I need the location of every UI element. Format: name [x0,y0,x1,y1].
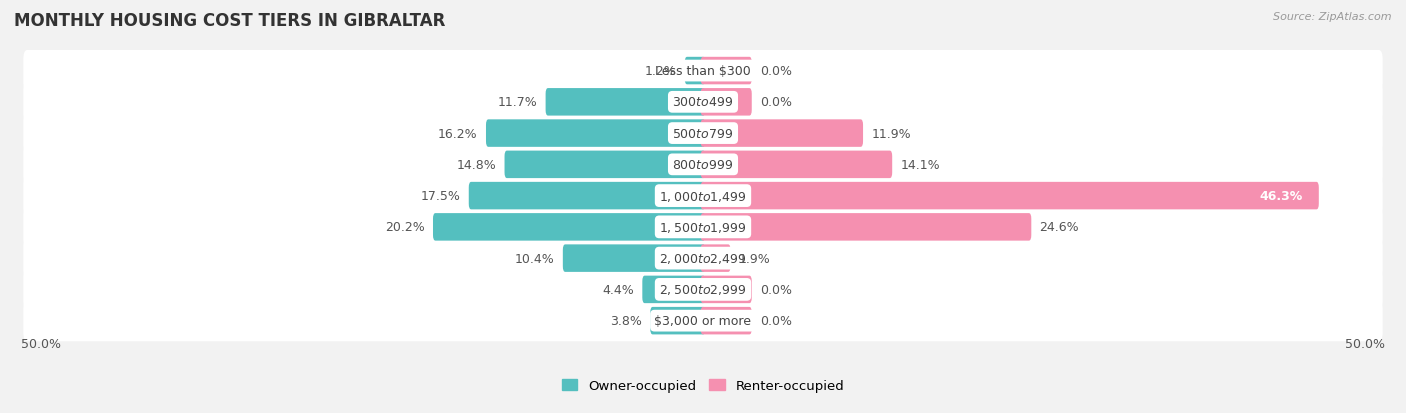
FancyBboxPatch shape [700,89,752,116]
FancyBboxPatch shape [24,269,1382,310]
Text: 46.3%: 46.3% [1260,190,1303,203]
FancyBboxPatch shape [24,207,1382,248]
Text: 50.0%: 50.0% [1346,337,1385,351]
Text: 3.8%: 3.8% [610,314,643,328]
Text: 0.0%: 0.0% [761,96,792,109]
Legend: Owner-occupied, Renter-occupied: Owner-occupied, Renter-occupied [557,374,849,397]
FancyBboxPatch shape [468,183,706,210]
Text: Less than $300: Less than $300 [655,65,751,78]
FancyBboxPatch shape [700,245,731,272]
FancyBboxPatch shape [650,307,706,335]
Text: $3,000 or more: $3,000 or more [655,314,751,328]
FancyBboxPatch shape [24,51,1382,92]
FancyBboxPatch shape [24,145,1382,185]
Text: 11.7%: 11.7% [498,96,537,109]
Text: 14.1%: 14.1% [900,159,941,171]
FancyBboxPatch shape [700,276,752,304]
FancyBboxPatch shape [505,151,706,179]
Text: 11.9%: 11.9% [872,127,911,140]
Text: 16.2%: 16.2% [439,127,478,140]
FancyBboxPatch shape [24,300,1382,342]
Text: 17.5%: 17.5% [420,190,461,203]
FancyBboxPatch shape [700,120,863,147]
FancyBboxPatch shape [700,307,752,335]
Text: Source: ZipAtlas.com: Source: ZipAtlas.com [1274,12,1392,22]
FancyBboxPatch shape [562,245,706,272]
FancyBboxPatch shape [433,214,706,241]
FancyBboxPatch shape [24,238,1382,279]
Text: $500 to $799: $500 to $799 [672,127,734,140]
FancyBboxPatch shape [546,89,706,116]
Text: 14.8%: 14.8% [457,159,496,171]
Text: $800 to $999: $800 to $999 [672,159,734,171]
FancyBboxPatch shape [685,58,706,85]
Text: 4.4%: 4.4% [602,283,634,296]
Text: 0.0%: 0.0% [761,314,792,328]
Text: $2,000 to $2,499: $2,000 to $2,499 [659,252,747,266]
Text: $1,000 to $1,499: $1,000 to $1,499 [659,189,747,203]
Text: $2,500 to $2,999: $2,500 to $2,999 [659,283,747,297]
FancyBboxPatch shape [700,183,1319,210]
FancyBboxPatch shape [700,58,752,85]
Text: 0.0%: 0.0% [761,65,792,78]
FancyBboxPatch shape [24,82,1382,123]
Text: $300 to $499: $300 to $499 [672,96,734,109]
FancyBboxPatch shape [24,176,1382,217]
FancyBboxPatch shape [700,151,893,179]
FancyBboxPatch shape [486,120,706,147]
Text: 20.2%: 20.2% [385,221,425,234]
Text: MONTHLY HOUSING COST TIERS IN GIBRALTAR: MONTHLY HOUSING COST TIERS IN GIBRALTAR [14,12,446,30]
Text: $1,500 to $1,999: $1,500 to $1,999 [659,220,747,234]
Text: 24.6%: 24.6% [1039,221,1080,234]
Text: 50.0%: 50.0% [21,337,60,351]
Text: 1.9%: 1.9% [738,252,770,265]
Text: 1.2%: 1.2% [645,65,676,78]
FancyBboxPatch shape [643,276,706,304]
FancyBboxPatch shape [700,214,1032,241]
Text: 10.4%: 10.4% [515,252,554,265]
Text: 0.0%: 0.0% [761,283,792,296]
FancyBboxPatch shape [24,113,1382,154]
